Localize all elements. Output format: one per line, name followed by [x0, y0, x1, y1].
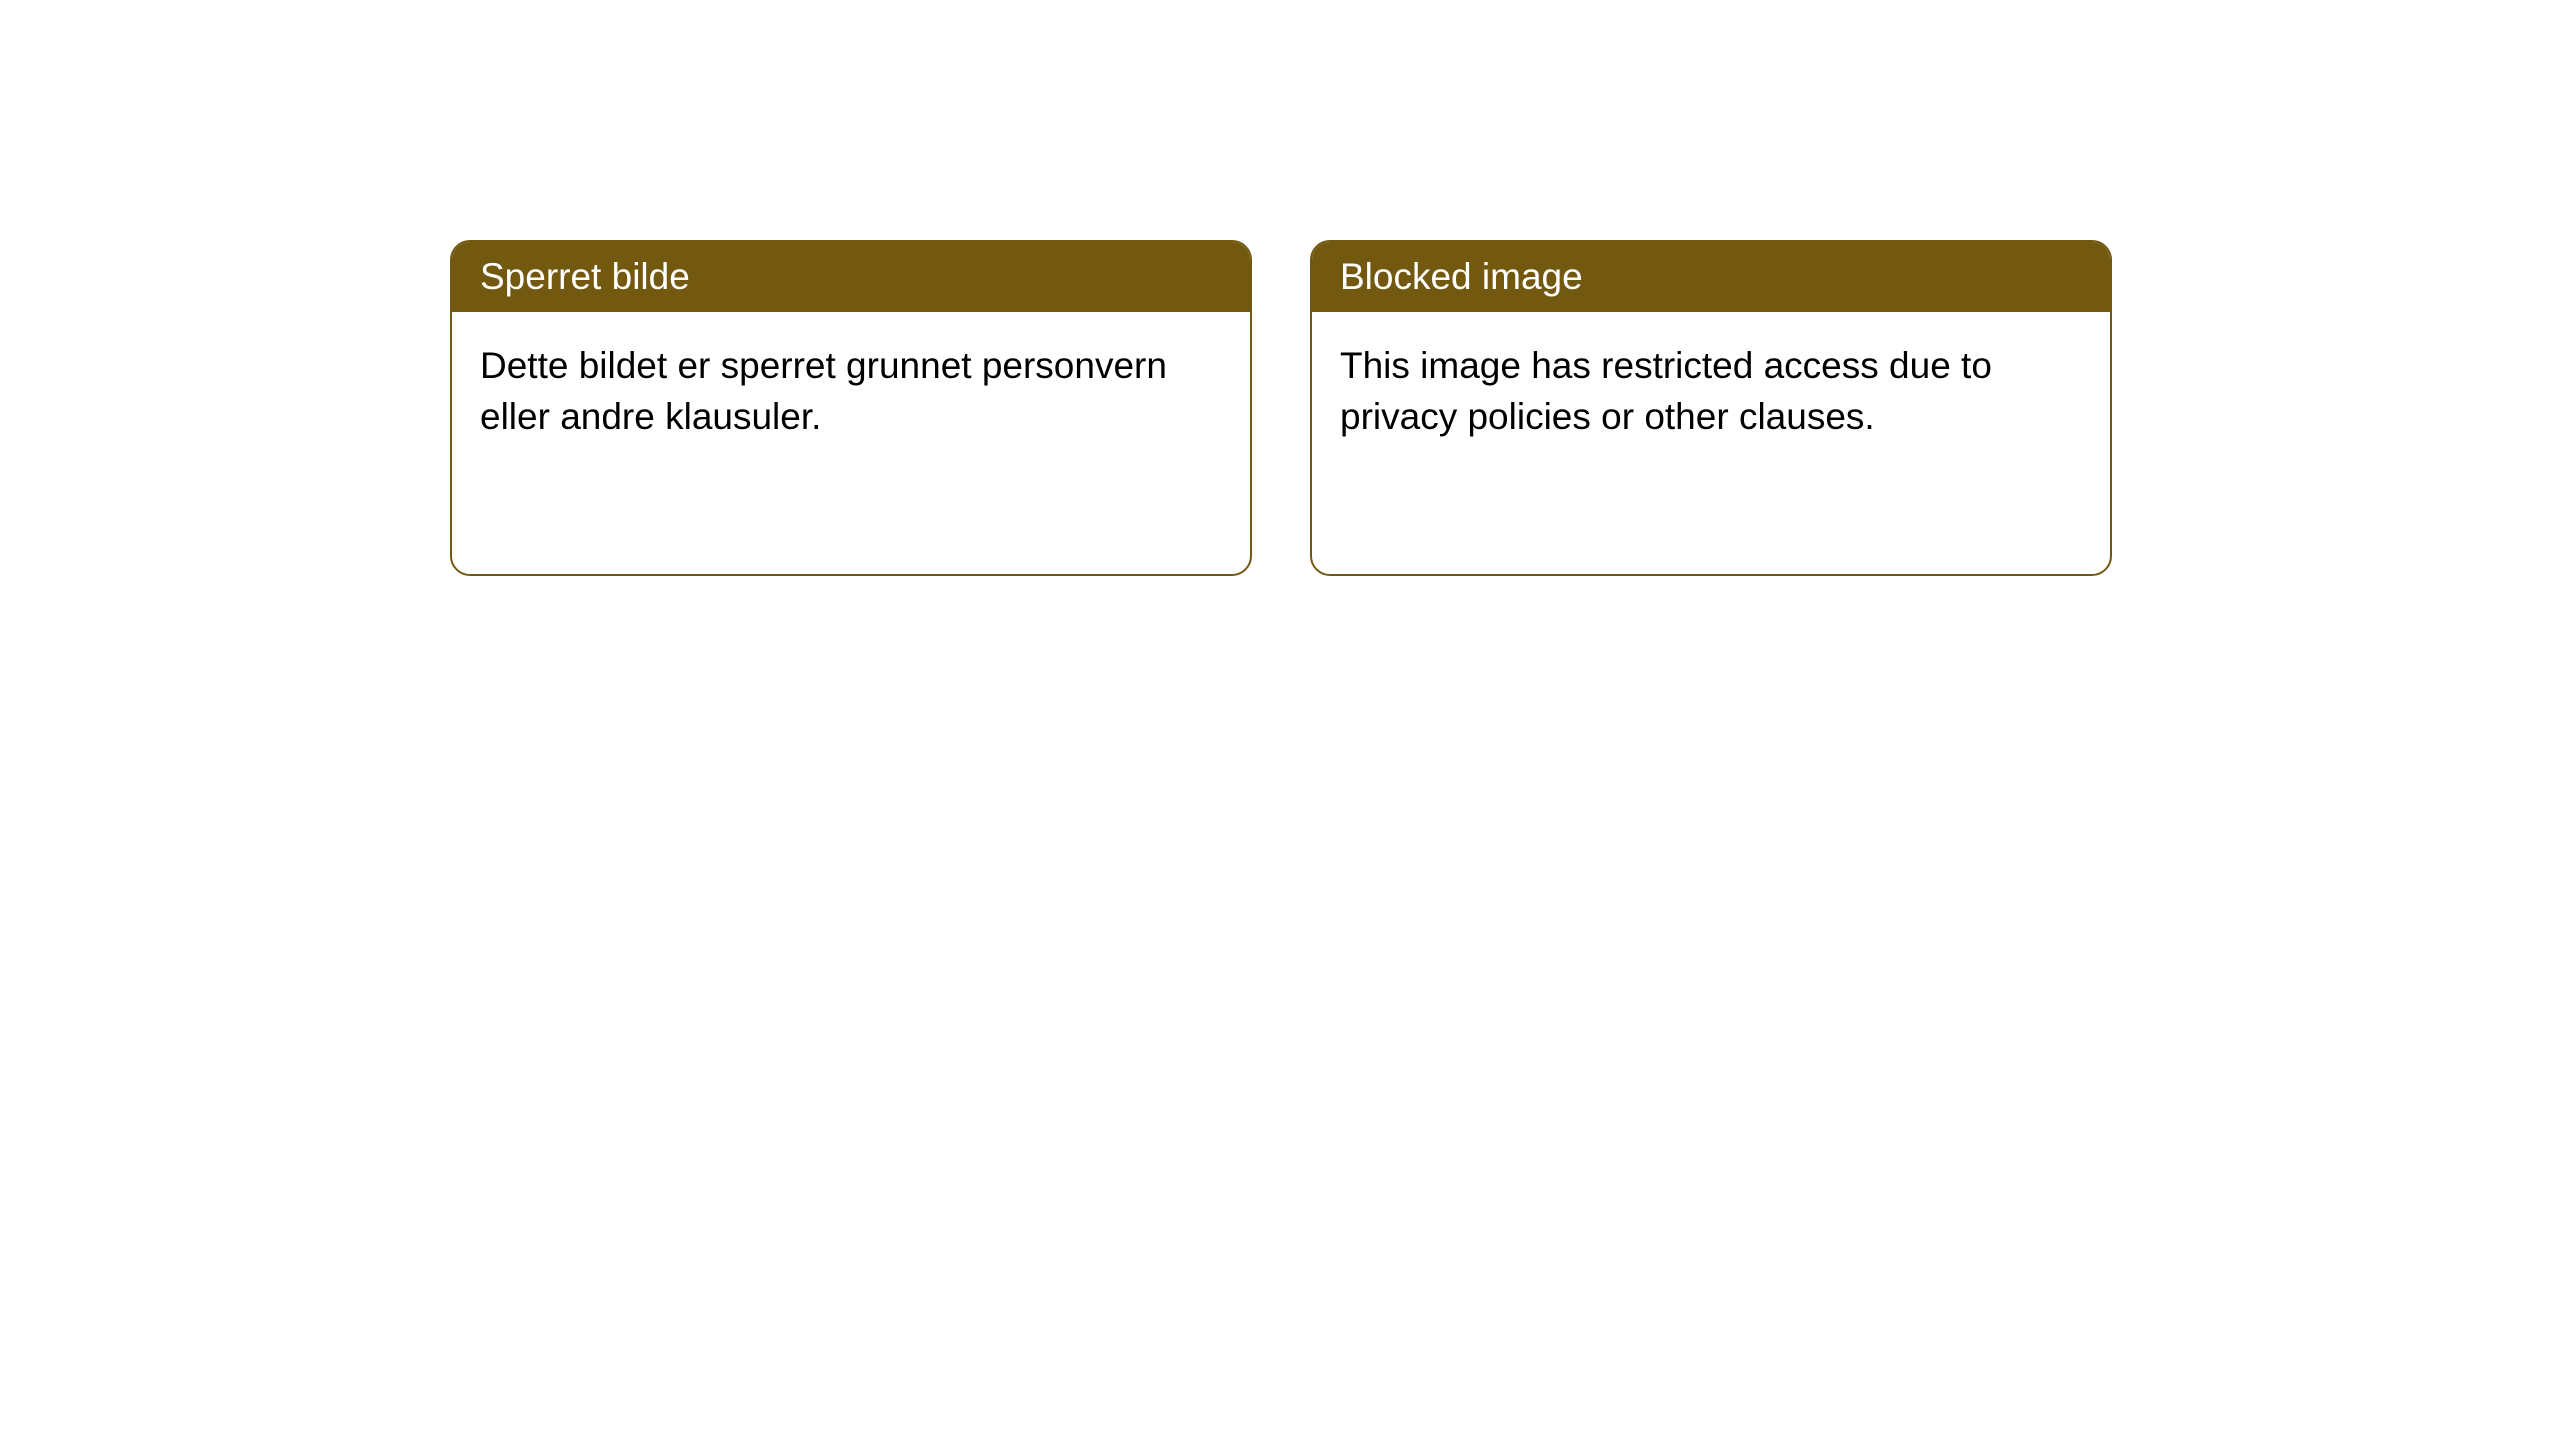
notice-header: Sperret bilde [452, 242, 1250, 312]
notice-body: Dette bildet er sperret grunnet personve… [452, 312, 1250, 470]
notice-title: Sperret bilde [480, 256, 690, 297]
notice-container: Sperret bilde Dette bildet er sperret gr… [0, 0, 2560, 576]
notice-header: Blocked image [1312, 242, 2110, 312]
notice-card-english: Blocked image This image has restricted … [1310, 240, 2112, 576]
notice-body: This image has restricted access due to … [1312, 312, 2110, 470]
notice-body-text: This image has restricted access due to … [1340, 345, 1992, 437]
notice-body-text: Dette bildet er sperret grunnet personve… [480, 345, 1167, 437]
notice-card-norwegian: Sperret bilde Dette bildet er sperret gr… [450, 240, 1252, 576]
notice-title: Blocked image [1340, 256, 1583, 297]
